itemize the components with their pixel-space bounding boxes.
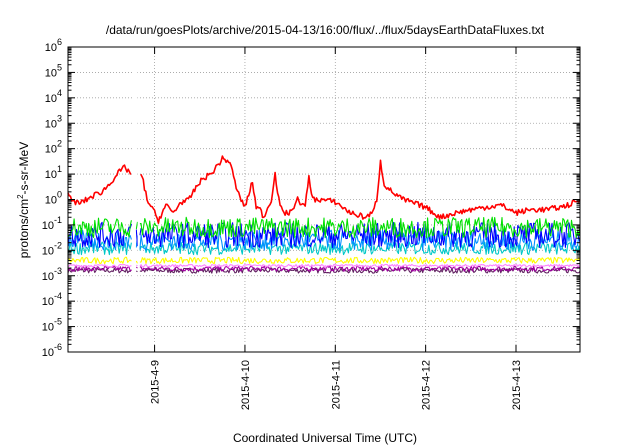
y-tick-exponent: 3 (57, 113, 62, 123)
series-line (67, 265, 581, 272)
y-tick-label: 10-4 (42, 291, 62, 308)
y-axis-label: protons/cm2-s-sr-MeV (16, 142, 31, 258)
y-tick-base: 10 (42, 245, 54, 257)
y-tick-exponent: -3 (54, 266, 62, 276)
y-axis-label-sup: 2 (16, 194, 25, 199)
chart-title: /data/run/goesPlots/archive/2015-04-13/1… (106, 23, 545, 37)
y-tick-label: 10-2 (42, 240, 62, 257)
y-tick-base: 10 (42, 271, 54, 283)
series-line (67, 263, 581, 268)
x-tick-label: 2015-4-13 (511, 360, 523, 410)
data-gaps (132, 48, 140, 351)
y-tick-label: 10-1 (42, 215, 62, 232)
y-tick-base: 10 (45, 42, 57, 54)
y-tick-label: 100 (45, 190, 62, 207)
y-tick-exponent: 5 (57, 62, 62, 72)
y-tick-label: 10-3 (42, 266, 62, 283)
x-axis-label: Coordinated Universal Time (UTC) (233, 431, 417, 445)
y-tick-exponent: 1 (57, 164, 62, 174)
y-tick-label: 10-5 (42, 317, 62, 334)
series-lines (67, 155, 581, 274)
y-tick-label: 105 (45, 62, 62, 79)
y-tick-base: 10 (45, 67, 57, 79)
y-tick-exponent: -2 (54, 240, 62, 250)
y-axis-label-main: protons/cm (17, 199, 31, 258)
series-line (67, 221, 581, 249)
y-tick-exponent: -5 (54, 317, 62, 327)
y-tick-label: 104 (45, 88, 62, 105)
y-tick-label: 102 (45, 139, 62, 156)
y-tick-exponent: -1 (54, 215, 62, 225)
y-tick-exponent: 4 (57, 88, 62, 98)
y-tick-label: 101 (45, 164, 62, 181)
y-tick-base: 10 (42, 296, 54, 308)
x-tick-label: 2015-4-10 (240, 360, 252, 410)
y-tick-base: 10 (42, 322, 54, 334)
y-tick-base: 10 (45, 93, 57, 105)
x-tick-label: 2015-4-11 (330, 360, 342, 409)
y-tick-exponent: -4 (54, 291, 62, 301)
axes: 10-610-510-410-310-210-11001011021031041… (42, 37, 580, 410)
series-line (67, 256, 581, 265)
y-tick-label: 103 (45, 113, 62, 130)
data-gap (137, 48, 140, 351)
y-tick-base: 10 (45, 195, 57, 207)
x-tick-label: 2015-4-12 (421, 360, 433, 410)
y-tick-exponent: -6 (54, 342, 62, 352)
y-tick-base: 10 (45, 118, 57, 130)
plot-frame (67, 46, 581, 353)
y-tick-label: 106 (45, 37, 62, 54)
series-line-red (67, 155, 581, 224)
y-tick-base: 10 (45, 144, 57, 156)
y-tick-base: 10 (42, 220, 54, 232)
y-tick-label: 10-6 (42, 342, 62, 359)
y-tick-exponent: 2 (57, 139, 62, 149)
y-tick-base: 10 (45, 169, 57, 181)
data-gap (132, 48, 136, 351)
y-axis-label-rest: -s-sr-MeV (17, 142, 31, 195)
y-tick-exponent: 0 (57, 190, 62, 200)
y-tick-base: 10 (42, 347, 54, 359)
x-tick-label: 2015-4-9 (150, 360, 162, 404)
y-tick-exponent: 6 (57, 37, 62, 47)
series-line (67, 216, 581, 239)
